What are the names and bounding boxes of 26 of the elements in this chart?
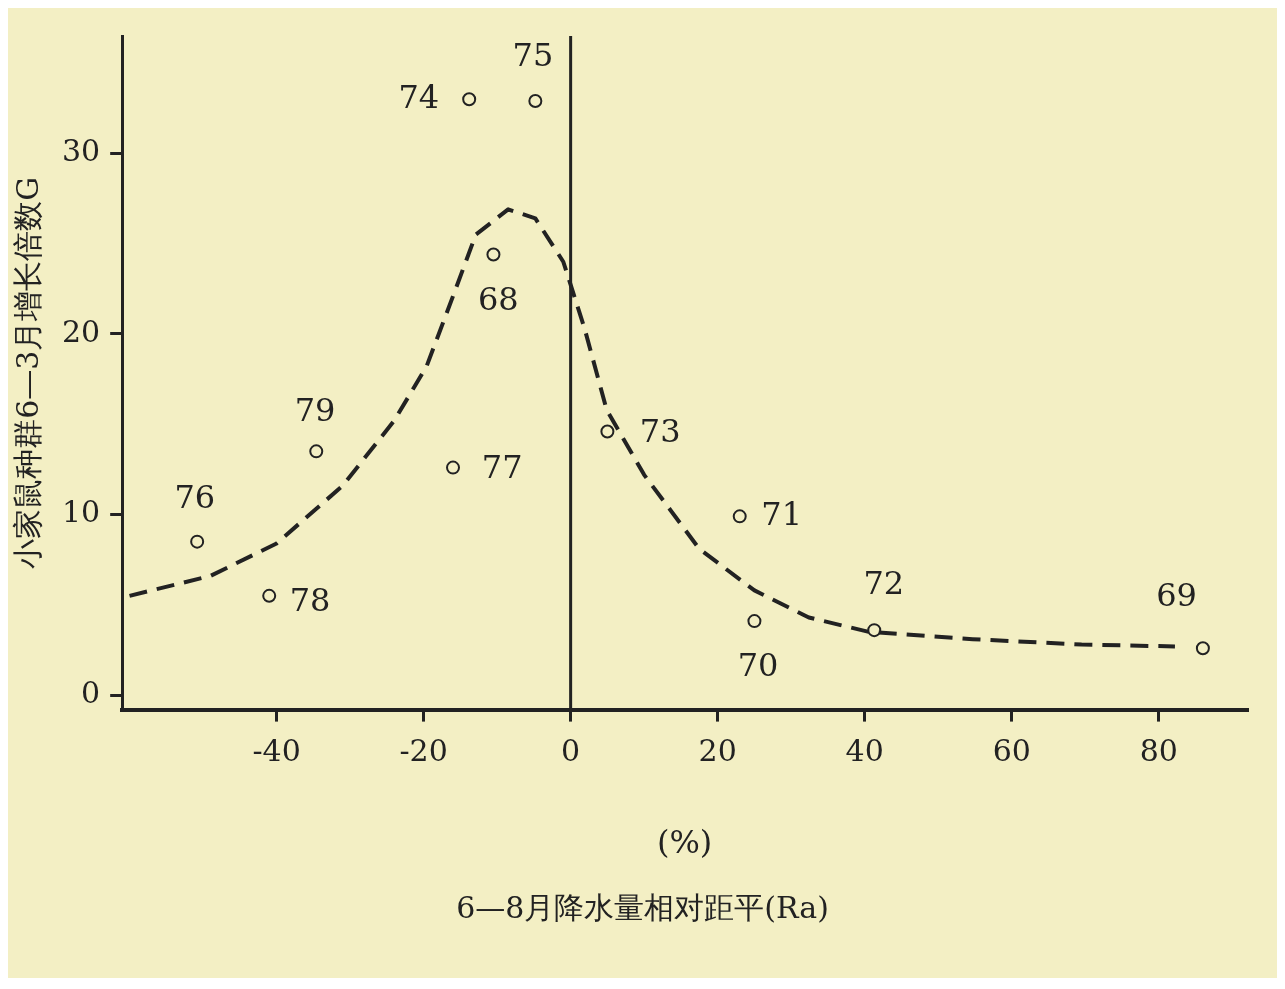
y-axis-title: 小家鼠种群6—3月增长倍数G — [9, 176, 45, 569]
annotation: 76 — [174, 477, 216, 516]
annotation: 73 — [639, 412, 681, 451]
x-tick-label: -40 — [252, 733, 301, 769]
annotation: 71 — [761, 494, 803, 533]
annotation: 79 — [294, 391, 336, 430]
annotation: 77 — [481, 448, 523, 487]
annotation: 68 — [477, 279, 519, 318]
x-tick-label: -20 — [399, 733, 448, 769]
annotation: 75 — [512, 36, 554, 75]
y-tick-label: 30 — [61, 133, 101, 169]
x-axis-title: (%) — [656, 823, 713, 862]
x-tick-label: 40 — [845, 733, 884, 769]
x-tick-label: 80 — [1139, 733, 1178, 769]
y-tick-label: 0 — [81, 674, 101, 710]
annotation: 69 — [1156, 576, 1197, 615]
y-tick-label: 10 — [61, 494, 101, 530]
annotation: 72 — [863, 564, 905, 603]
x-tick-label: 20 — [698, 733, 737, 769]
annotation: 78 — [289, 581, 331, 620]
x-tick-label: 60 — [992, 733, 1031, 769]
annotation: 74 — [398, 77, 440, 116]
text: 6—8月降水量相对距平(Ra) — [455, 889, 830, 927]
x-tick-label: 0 — [561, 733, 581, 769]
annotation: 70 — [737, 646, 779, 685]
y-tick-label: 20 — [61, 313, 101, 349]
